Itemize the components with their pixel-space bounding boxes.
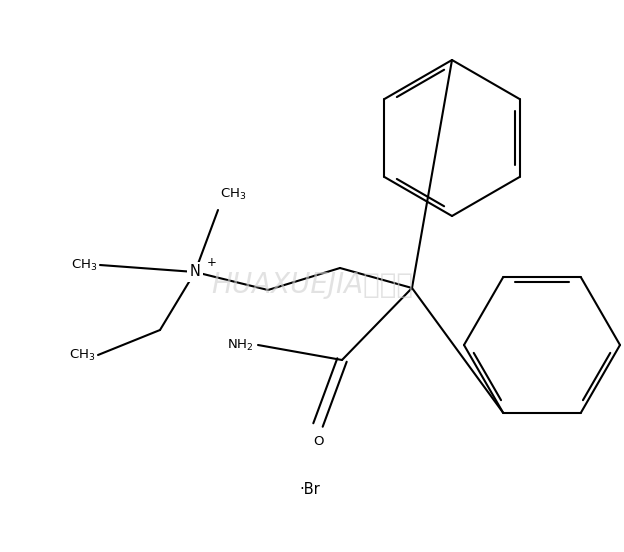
Text: NH$_2$: NH$_2$ xyxy=(227,337,253,353)
Text: +: + xyxy=(207,256,217,268)
Text: ·Br: ·Br xyxy=(300,482,320,497)
Text: O: O xyxy=(313,435,323,448)
Text: HUAXUEJIA化学加: HUAXUEJIA化学加 xyxy=(211,271,413,299)
Text: CH$_3$: CH$_3$ xyxy=(71,257,97,273)
Text: N: N xyxy=(190,264,200,279)
Text: CH$_3$: CH$_3$ xyxy=(69,347,95,363)
Text: CH$_3$: CH$_3$ xyxy=(220,187,246,202)
